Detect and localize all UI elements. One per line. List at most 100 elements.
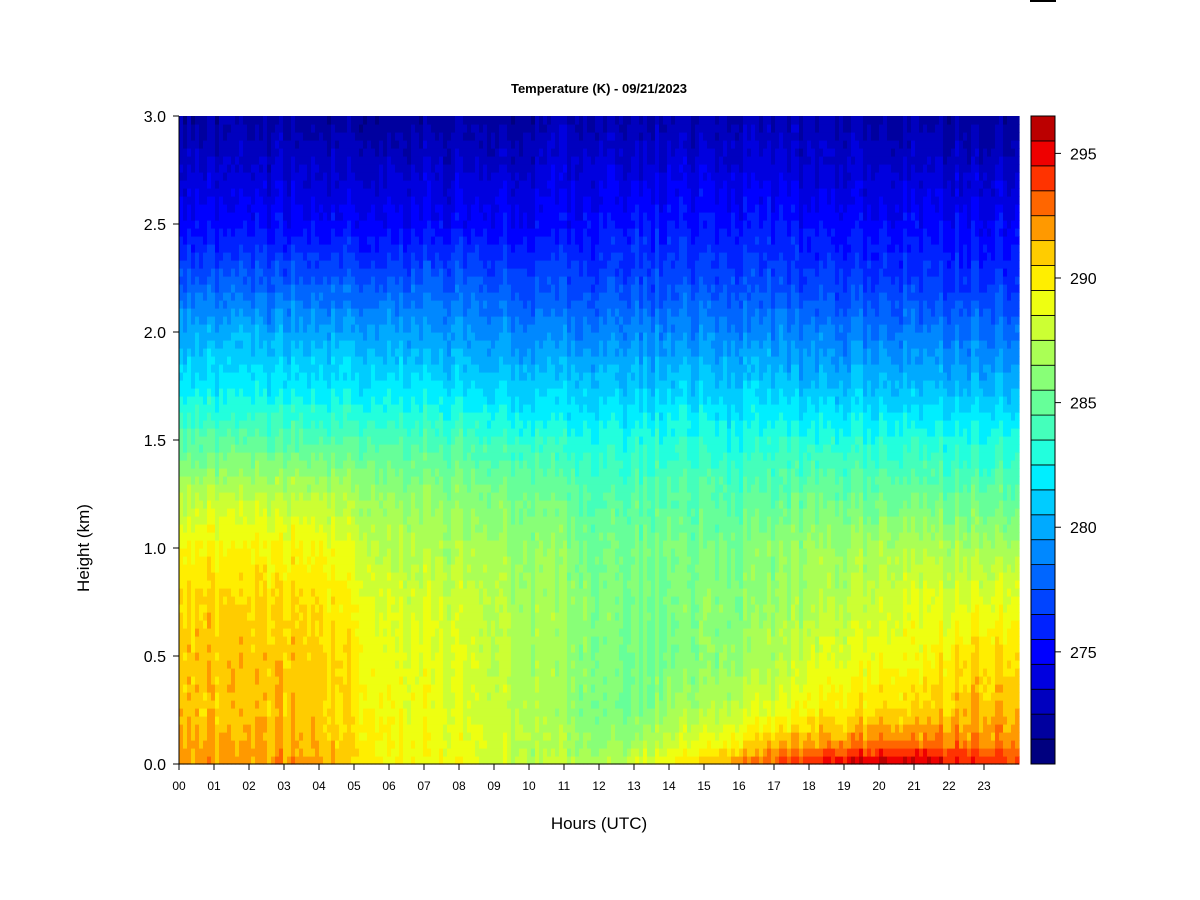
heatmap-cell (363, 748, 368, 757)
heatmap-cell (303, 204, 308, 213)
heatmap-cell (187, 636, 192, 645)
heatmap-cell (183, 588, 188, 597)
heatmap-cell (343, 316, 348, 325)
heatmap-cell (343, 476, 348, 485)
heatmap-cell (339, 164, 344, 173)
heatmap-cell (343, 252, 348, 261)
heatmap-cell (235, 620, 240, 629)
heatmap-cell (219, 668, 224, 677)
heatmap-cell (299, 460, 304, 469)
heatmap-cell (363, 284, 368, 293)
heatmap-cell (411, 356, 416, 365)
heatmap-cell (235, 268, 240, 277)
heatmap-cell (311, 484, 316, 493)
heatmap-cell (231, 228, 236, 237)
heatmap-cell (199, 196, 204, 205)
heatmap-cell (339, 444, 344, 453)
heatmap-cell (259, 732, 264, 741)
heatmap-cell (183, 748, 188, 757)
heatmap-cell (355, 428, 360, 437)
heatmap-cell (231, 660, 236, 669)
heatmap-cell (399, 444, 404, 453)
heatmap-cell (203, 740, 208, 749)
heatmap-cell (419, 692, 424, 701)
heatmap-cell (207, 444, 212, 453)
heatmap-cell (275, 196, 280, 205)
heatmap-cell (211, 732, 216, 741)
heatmap-cell (279, 564, 284, 573)
heatmap-cell (227, 516, 232, 525)
heatmap-cell (287, 716, 292, 725)
heatmap-cell (259, 708, 264, 717)
heatmap-cell (243, 284, 248, 293)
heatmap-cell (239, 204, 244, 213)
heatmap-cell (267, 364, 272, 373)
heatmap-cell (287, 524, 292, 533)
heatmap-cell (271, 172, 276, 181)
heatmap-cell (307, 636, 312, 645)
heatmap-cell (207, 132, 212, 141)
heatmap-cell (219, 580, 224, 589)
heatmap-cell (215, 332, 220, 341)
heatmap-cell (251, 452, 256, 461)
heatmap-cell (331, 316, 336, 325)
heatmap-cell (247, 724, 252, 733)
heatmap-cell (359, 364, 364, 373)
heatmap-cell (347, 684, 352, 693)
heatmap-cell (339, 732, 344, 741)
heatmap-cell (247, 476, 252, 485)
heatmap-cell (235, 716, 240, 725)
heatmap-cell (371, 700, 376, 709)
heatmap-cell (375, 724, 380, 733)
heatmap-cell (303, 140, 308, 149)
heatmap-cell (199, 596, 204, 605)
heatmap-cell (319, 276, 324, 285)
heatmap-cell (187, 140, 192, 149)
heatmap-cell (347, 244, 352, 253)
heatmap-cell (203, 588, 208, 597)
heatmap-cell (323, 508, 328, 517)
heatmap-cell (343, 372, 348, 381)
heatmap-cell (291, 244, 296, 253)
heatmap-cell (327, 668, 332, 677)
heatmap-cell (335, 140, 340, 149)
heatmap-cell (423, 532, 428, 541)
heatmap-cell (395, 532, 400, 541)
heatmap-cell (283, 372, 288, 381)
heatmap-cell (251, 460, 256, 469)
heatmap-cell (279, 524, 284, 533)
heatmap-cell (335, 420, 340, 429)
heatmap-cell (243, 436, 248, 445)
heatmap-cell (319, 180, 324, 189)
heatmap-cell (399, 484, 404, 493)
heatmap-cell (267, 252, 272, 261)
heatmap-cell (255, 564, 260, 573)
heatmap-cell (203, 116, 208, 125)
heatmap-cell (231, 492, 236, 501)
heatmap-cell (371, 628, 376, 637)
heatmap-cell (235, 636, 240, 645)
heatmap-cell (275, 124, 280, 133)
heatmap-cell (415, 204, 420, 213)
heatmap-cell (395, 316, 400, 325)
heatmap-cell (399, 580, 404, 589)
heatmap-cell (243, 636, 248, 645)
heatmap-cell (331, 668, 336, 677)
heatmap-cell (251, 628, 256, 637)
heatmap-cell (211, 644, 216, 653)
heatmap-cell (243, 172, 248, 181)
heatmap-cell (191, 308, 196, 317)
heatmap-cell (323, 636, 328, 645)
heatmap-cell (271, 164, 276, 173)
heatmap-cell (215, 724, 220, 733)
heatmap-cell (291, 660, 296, 669)
heatmap-cell (323, 748, 328, 757)
heatmap-cell (395, 684, 400, 693)
heatmap-cell (335, 460, 340, 469)
heatmap-cell (307, 292, 312, 301)
heatmap-cell (355, 516, 360, 525)
heatmap-cell (351, 436, 356, 445)
heatmap-cell (403, 596, 408, 605)
heatmap-cell (243, 244, 248, 253)
heatmap-cell (239, 132, 244, 141)
